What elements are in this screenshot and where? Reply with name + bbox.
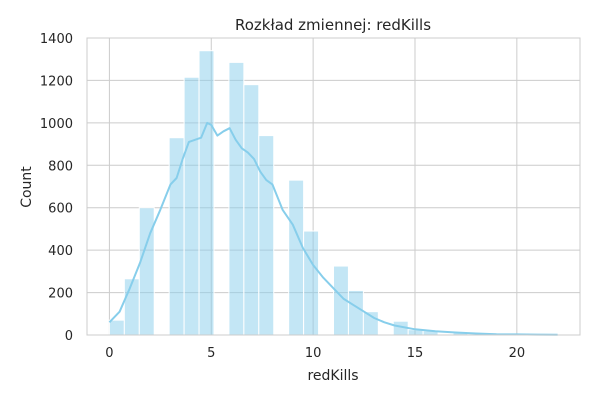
y-tick-label: 600 — [48, 202, 73, 217]
y-tick-label: 200 — [48, 287, 73, 302]
x-tick-label: 0 — [105, 346, 113, 361]
histogram-bars — [108, 50, 559, 336]
y-tick-label: 1000 — [40, 117, 73, 132]
y-tick-label: 1200 — [40, 74, 73, 89]
histogram-bar — [228, 61, 245, 336]
chart-title: Rozkład zmiennej: redKills — [235, 16, 431, 34]
histogram-bar — [347, 289, 364, 336]
x-tick-label: 10 — [305, 346, 322, 361]
x-tick-label: 5 — [207, 346, 215, 361]
y-tick-label: 0 — [65, 329, 73, 344]
histogram-bar — [123, 278, 140, 336]
y-axis-ticks: 0 200 400 600 800 1000 1200 1400 — [40, 32, 73, 344]
kde-curve — [108, 121, 558, 336]
x-tick-label: 20 — [509, 346, 526, 361]
histogram-bar — [198, 50, 215, 336]
histogram-bar — [108, 319, 125, 336]
plot-frame — [86, 37, 581, 336]
x-axis-ticks: 0 5 10 15 20 — [105, 346, 525, 361]
histogram-bar — [243, 84, 260, 336]
y-tick-label: 1400 — [40, 32, 73, 47]
x-axis-label: redKills — [307, 368, 358, 384]
histogram-bar — [258, 135, 275, 336]
y-tick-label: 800 — [48, 159, 73, 174]
histogram-bar — [183, 76, 200, 336]
x-tick-label: 15 — [407, 346, 424, 361]
histogram-bar — [168, 137, 185, 336]
y-tick-label: 400 — [48, 244, 73, 259]
histogram-bar — [288, 179, 305, 336]
histogram-bar — [303, 230, 320, 336]
y-axis-label: Count — [19, 166, 35, 208]
